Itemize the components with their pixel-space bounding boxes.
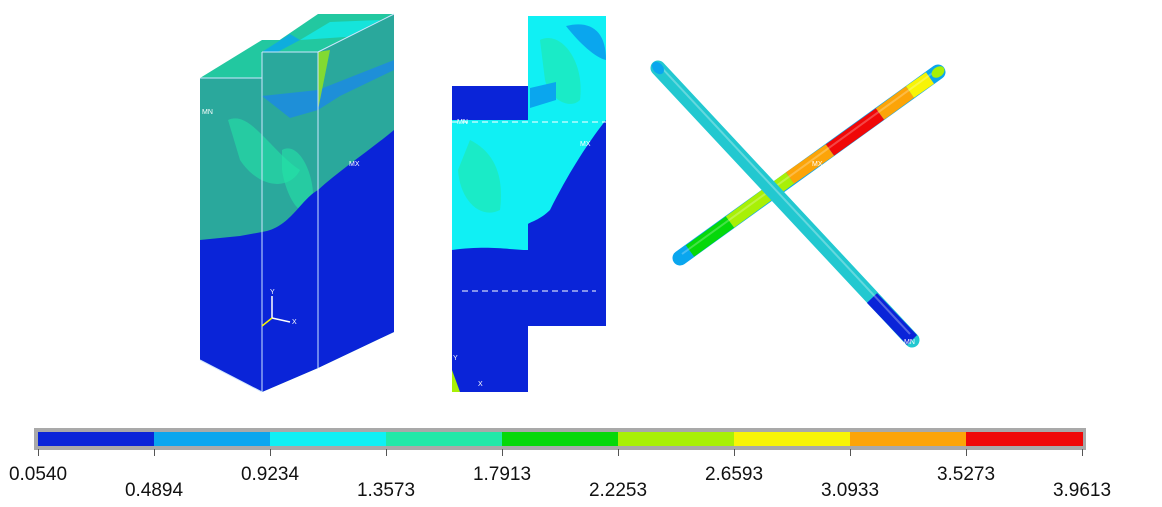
- legend-color-cell: [966, 432, 1083, 446]
- legend-tick-mark: [502, 449, 503, 456]
- axis-triad-left: Y X: [261, 289, 297, 327]
- legend-color-cell: [618, 432, 735, 446]
- legend-tick-label: 1.7913: [472, 464, 532, 485]
- legend-color-cell: [850, 432, 967, 446]
- legend-tick-mark: [618, 449, 619, 456]
- legend-tick-mark: [734, 449, 735, 456]
- legend-color-cell: [270, 432, 387, 446]
- legend-color-cell: [386, 432, 503, 446]
- legend-tick-label: 0.0540: [8, 464, 68, 485]
- legend-tick-label: 3.5273: [936, 464, 996, 485]
- legend-color-cell: [734, 432, 851, 446]
- rod-max-label: MX: [812, 161, 823, 168]
- axis-x-label: X: [292, 319, 297, 326]
- min-marker-label: MN: [202, 109, 213, 116]
- color-legend-bar: [34, 428, 1086, 450]
- section-axis-y-label: Y: [453, 355, 458, 362]
- model-crossed-rods: MX MN: [650, 60, 946, 348]
- legend-tick-label: 3.0933: [820, 480, 880, 501]
- legend-tick-mark: [386, 449, 387, 456]
- model-section: MN MX X Y: [452, 16, 606, 392]
- legend-tick-label: 2.2253: [588, 480, 648, 501]
- contour-plot-scene: Y X MN MX MN MX X Y: [199, 13, 946, 393]
- section-max-label: MX: [580, 141, 591, 148]
- axis-y-label: Y: [270, 289, 275, 296]
- legend-tick-mark: [38, 449, 39, 456]
- legend-color-cell: [38, 432, 155, 446]
- legend-tick-label: 1.3573: [356, 480, 416, 501]
- section-axis-x-label: X: [478, 381, 483, 388]
- legend-tick-mark: [1082, 449, 1083, 456]
- legend-tick-label: 3.9613: [1052, 480, 1112, 501]
- legend-tick-label: 0.9234: [240, 464, 300, 485]
- legend-tick-label: 0.4894: [124, 480, 184, 501]
- legend-tick-mark: [850, 449, 851, 456]
- model-block-pair: Y X MN MX: [199, 13, 395, 393]
- rod-min-label: MN: [904, 339, 915, 346]
- max-marker-label: MX: [349, 161, 360, 168]
- legend-tick-mark: [966, 449, 967, 456]
- legend-tick-mark: [154, 449, 155, 456]
- legend-tick-label: 2.6593: [704, 464, 764, 485]
- legend-color-cell: [154, 432, 271, 446]
- legend-color-cell: [502, 432, 619, 446]
- legend-tick-mark: [270, 449, 271, 456]
- section-min-label: MN: [457, 119, 468, 126]
